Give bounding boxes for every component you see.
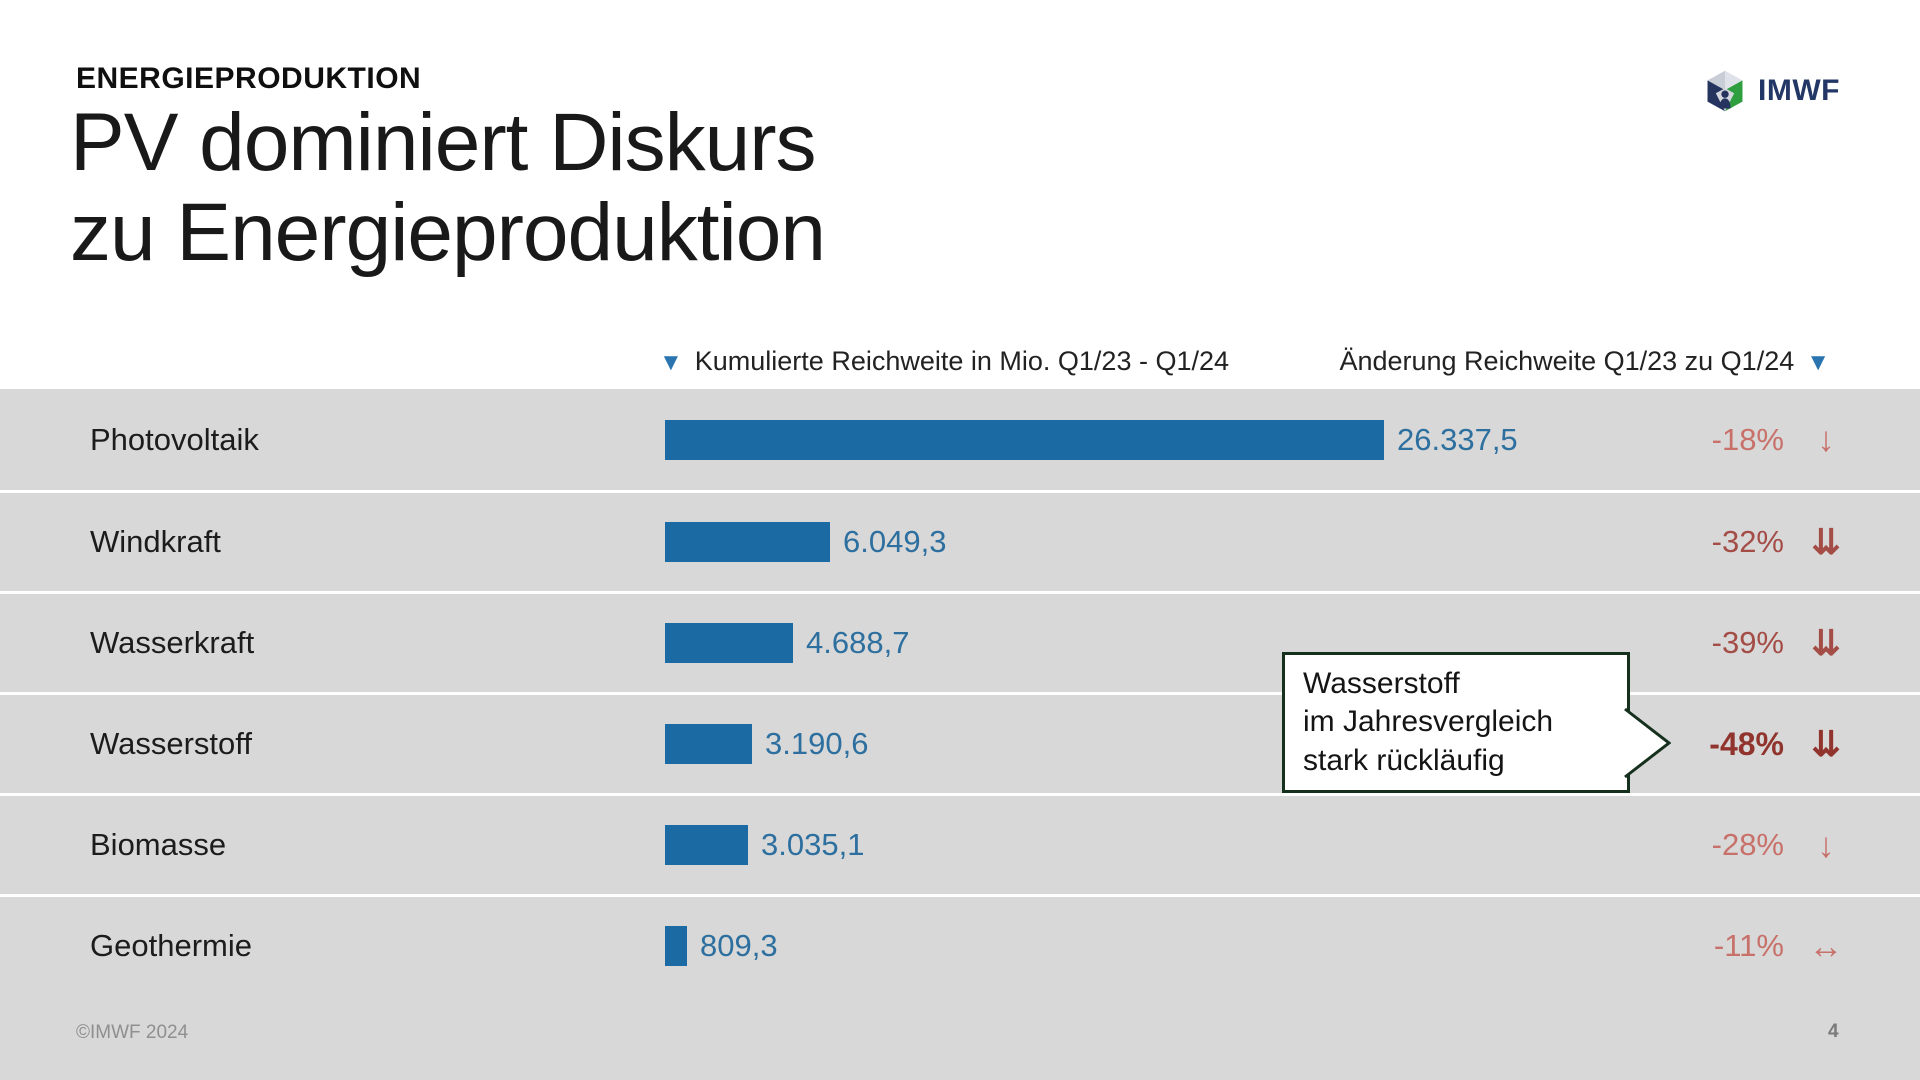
bar [665, 825, 748, 865]
table-row: Wasserkraft 4.688,7 -39% ⇊ [0, 591, 1920, 692]
title-line-2: zu Energieproduktion [70, 187, 826, 279]
header-reach: ▼ Kumulierte Reichweite in Mio. Q1/23 - … [659, 346, 1229, 377]
bar-cell: 3.035,1 [665, 825, 1610, 865]
bar-value-label: 809,3 [700, 928, 778, 963]
change-cell: -11% ↔ [1610, 928, 1850, 964]
header-change: Änderung Reichweite Q1/23 zu Q1/24 ▼ [1339, 346, 1830, 377]
change-percent: -48% [1709, 725, 1784, 762]
trend-double-down-icon: ⇊ [1811, 623, 1841, 663]
bar [665, 419, 1384, 460]
bar [665, 623, 793, 663]
bar-chart: Photovoltaik 26.337,5 -18% ↓ Windkraft 6… [0, 389, 1920, 995]
callout-line-3: stark rückläufig [1303, 743, 1505, 777]
bar-value-label: 6.049,3 [843, 524, 947, 559]
category-label: Geothermie [90, 928, 252, 963]
kicker: ENERGIEPRODUKTION [76, 62, 422, 95]
page-title: PV dominiert Diskurs zu Energieproduktio… [70, 97, 826, 279]
category-label: Windkraft [90, 524, 221, 559]
sort-desc-icon: ▼ [1806, 348, 1830, 376]
callout-line-1: Wasserstoff [1303, 667, 1460, 700]
trend-double-down-icon: ⇊ [1811, 522, 1841, 562]
callout-line-2: im Jahresvergleich [1303, 705, 1554, 739]
header-change-label: Änderung Reichweite Q1/23 zu Q1/24 [1339, 346, 1795, 376]
bar-value-label: 3.190,6 [765, 726, 869, 761]
change-percent: -28% [1711, 827, 1784, 862]
table-row: Biomasse 3.035,1 -28% ↓ [0, 793, 1920, 894]
bar-cell: 3.190,6 [665, 724, 1610, 764]
trend-down-icon: ↓ [1817, 420, 1835, 459]
bar [665, 522, 830, 562]
bar-value-label: 4.688,7 [806, 625, 910, 660]
trend-left-right-icon: ↔ [1808, 926, 1844, 966]
copyright: ©IMWF 2024 [76, 1022, 189, 1043]
change-percent: -18% [1711, 421, 1784, 457]
change-percent: -39% [1711, 625, 1784, 660]
change-cell: -39% ⇊ [1610, 625, 1850, 661]
change-cell: -48% ⇊ [1610, 726, 1850, 763]
change-cell: -18% ↓ [1610, 422, 1850, 458]
category-label: Wasserkraft [90, 625, 255, 660]
bar-cell: 4.688,7 [665, 623, 1610, 663]
bar-value-label: 26.337,5 [1397, 421, 1518, 457]
callout-pointer-icon [1624, 707, 1671, 779]
logo-wordmark: IMWF [1758, 74, 1840, 107]
bar-cell: 6.049,3 [665, 522, 1610, 562]
table-row: Windkraft 6.049,3 -32% ⇊ [0, 490, 1920, 591]
imwf-logo: IMWF [1702, 68, 1840, 114]
header-reach-label: Kumulierte Reichweite in Mio. Q1/23 - Q1… [694, 346, 1230, 376]
trend-down-icon: ↓ [1817, 825, 1835, 865]
category-label: Biomasse [90, 827, 227, 862]
bar-cell: 26.337,5 [665, 419, 1610, 460]
callout-wasserstoff: Wasserstoff im Jahresvergleich stark rüc… [1282, 652, 1671, 794]
category-label: Wasserstoff [90, 726, 252, 761]
column-headers: ▼ Kumulierte Reichweite in Mio. Q1/23 - … [0, 346, 1920, 380]
title-line-1: PV dominiert Diskurs [70, 97, 817, 188]
change-cell: -28% ↓ [1610, 827, 1850, 863]
table-row: Photovoltaik 26.337,5 -18% ↓ [0, 389, 1920, 490]
bar [665, 724, 752, 764]
change-cell: -32% ⇊ [1610, 524, 1850, 560]
table-row: Geothermie 809,3 -11% ↔ [0, 894, 1920, 995]
imwf-cube-icon [1707, 70, 1743, 112]
page-number: 4 [1828, 1021, 1839, 1042]
bar [665, 926, 687, 966]
category-label: Photovoltaik [90, 421, 259, 457]
bar-value-label: 3.035,1 [761, 827, 865, 862]
change-percent: -32% [1711, 524, 1784, 559]
change-percent: -11% [1713, 928, 1784, 963]
trend-double-down-icon: ⇊ [1811, 724, 1841, 764]
table-row: Wasserstoff 3.190,6 -48% ⇊ [0, 692, 1920, 793]
sort-desc-icon: ▼ [659, 348, 683, 376]
bar-cell: 809,3 [665, 926, 1610, 966]
